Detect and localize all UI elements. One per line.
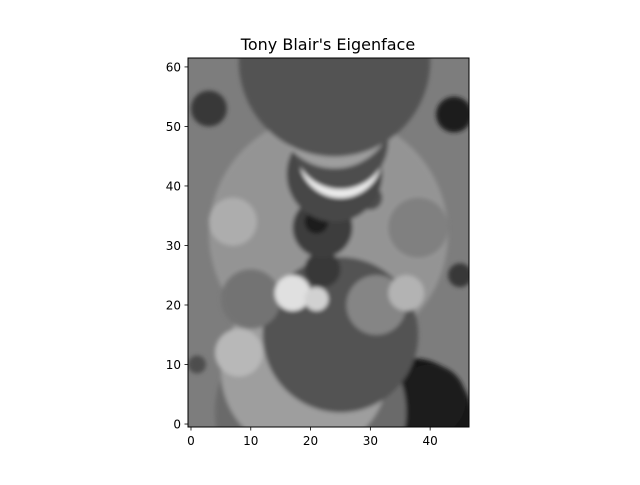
eye-highlight-left xyxy=(274,275,311,312)
y-tick-label: 20 xyxy=(166,298,181,312)
axes-frame xyxy=(187,57,470,428)
y-tick-label: 40 xyxy=(166,179,181,193)
y-tick-label: 10 xyxy=(166,358,181,372)
chart-title: Tony Blair's Eigenface xyxy=(240,35,415,54)
cheek-right xyxy=(388,197,449,258)
cheek-left xyxy=(208,197,257,246)
x-axis-ticks: 0 10 20 30 40 xyxy=(187,427,438,448)
left-eye-region xyxy=(220,269,281,329)
y-tick-label: 0 xyxy=(173,418,181,432)
x-tick-label: 10 xyxy=(243,434,258,448)
eigenface-image xyxy=(188,58,469,427)
left-hairline-dark xyxy=(188,355,206,374)
bottom-left-dark xyxy=(190,90,227,127)
bottom-dark xyxy=(238,58,431,157)
y-tick-label: 50 xyxy=(166,120,181,134)
x-tick-label: 40 xyxy=(422,434,437,448)
right-edge-dark xyxy=(448,263,469,288)
nose-bridge-shadow xyxy=(304,251,341,288)
y-axis-ticks: 0 10 20 30 40 50 60 xyxy=(166,60,188,432)
right-eye-highlight xyxy=(388,275,425,312)
x-tick-label: 30 xyxy=(363,434,378,448)
y-tick-label: 60 xyxy=(166,60,181,74)
face-features xyxy=(188,58,469,427)
y-tick-label: 30 xyxy=(166,239,181,253)
top-right-dark-2 xyxy=(394,364,466,427)
x-tick-label: 0 xyxy=(187,434,195,448)
eye-highlight-center xyxy=(304,287,329,311)
x-tick-label: 20 xyxy=(303,434,318,448)
bottom-right-dark xyxy=(436,96,469,133)
forehead-highlight xyxy=(214,328,263,377)
